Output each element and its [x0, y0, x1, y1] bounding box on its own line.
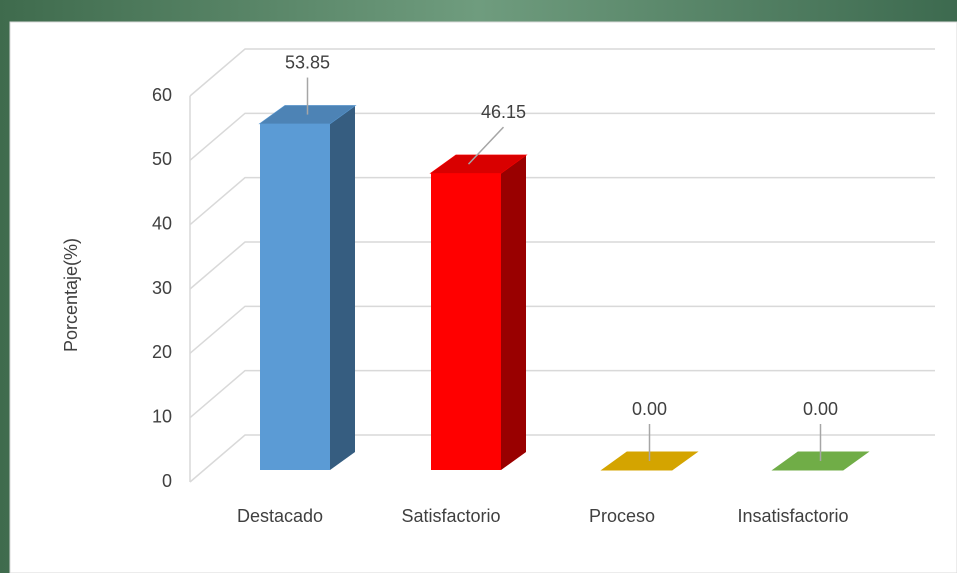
x-tick-label: Destacado: [237, 506, 323, 526]
bar-front: [260, 124, 330, 470]
data-label: 0.00: [632, 399, 667, 419]
chart: Porcentaje(%) 0 10 20 30 40 50 60 Destacado 53.8…: [0, 0, 957, 573]
x-tick-label: Satisfactorio: [401, 506, 500, 526]
bar-front: [431, 173, 501, 470]
y-axis-label: Porcentaje(%): [61, 238, 81, 352]
y-tick-label: 20: [152, 342, 172, 362]
data-label: 46.15: [481, 102, 526, 122]
data-label: 53.85: [285, 52, 330, 72]
data-label: 0.00: [803, 399, 838, 419]
bar-shade: [330, 106, 355, 470]
y-tick-label: 30: [152, 278, 172, 298]
y-tick-label: 60: [152, 85, 172, 105]
y-tick-label: 50: [152, 149, 172, 169]
x-tick-label: Insatisfactorio: [737, 506, 848, 526]
y-tick-label: 10: [152, 406, 172, 426]
bar: [431, 155, 526, 470]
y-tick-label: 40: [152, 213, 172, 233]
bar-shade: [501, 155, 526, 470]
y-tick-label: 0: [162, 471, 172, 491]
bar: [260, 106, 355, 470]
x-tick-label: Proceso: [589, 506, 655, 526]
